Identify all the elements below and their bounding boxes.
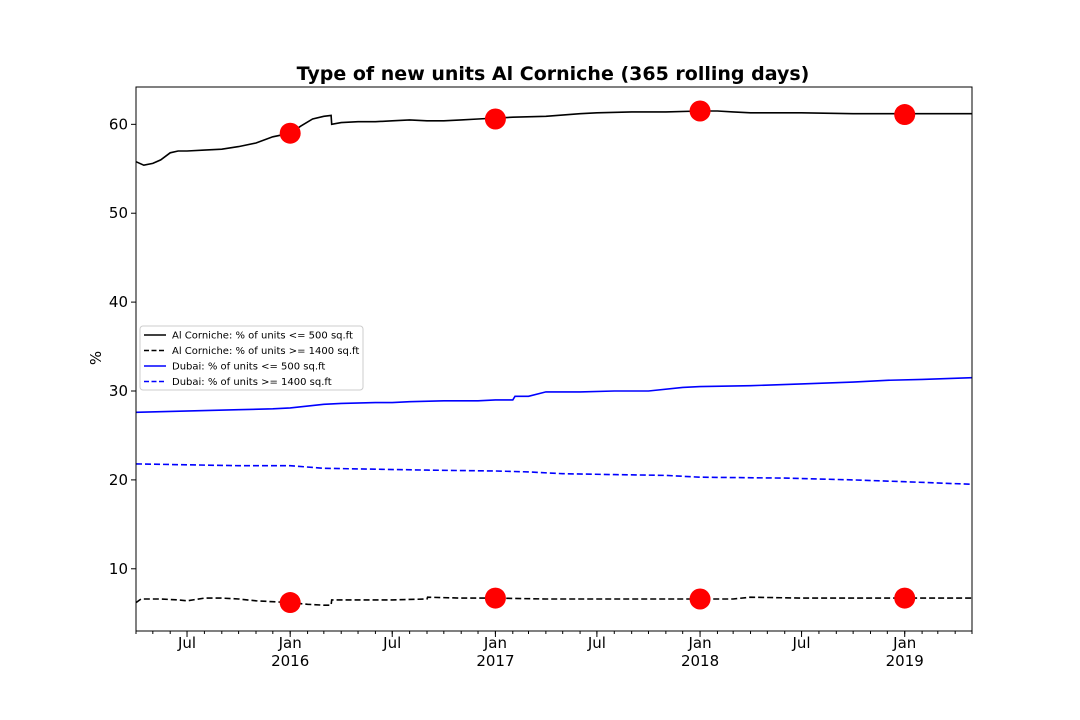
- x-tick-label: Jul: [587, 634, 606, 652]
- y-tick-label: 10: [109, 560, 128, 578]
- legend-label: Dubai: % of units <= 500 sq.ft: [172, 362, 325, 373]
- y-tick-label: 40: [109, 293, 128, 311]
- legend-label: Dubai: % of units >= 1400 sq.ft: [172, 377, 332, 388]
- y-axis: 10 20 30 40 50 60: [109, 115, 136, 578]
- series-line-4: [135, 463, 973, 486]
- legend-box: [139, 325, 364, 391]
- highlight-marker: [894, 104, 916, 126]
- chart-title: Type of new units Al Corniche (365 rolli…: [297, 63, 810, 85]
- series-line-1: [135, 110, 972, 167]
- y-tick-label: 20: [109, 471, 128, 489]
- highlight-marker: [279, 592, 301, 614]
- highlight-marker: [484, 587, 506, 609]
- series-line-3: [135, 376, 973, 414]
- legend-label: Al Corniche: % of units <= 500 sq.ft: [172, 331, 353, 342]
- highlight-markers: [279, 100, 916, 614]
- x-tick-year-label: 2016: [271, 652, 309, 670]
- series-line-2: [135, 596, 972, 607]
- y-axis-label: %: [87, 351, 105, 365]
- highlight-marker: [689, 100, 711, 122]
- y-tick-label: 60: [109, 115, 128, 133]
- y-tick-label: 50: [109, 204, 128, 222]
- x-tick-label: Jul: [382, 634, 401, 652]
- highlight-marker: [894, 587, 916, 609]
- y-tick-label: 30: [109, 382, 128, 400]
- x-tick-label: Jan: [687, 634, 711, 652]
- x-tick-label: Jan: [892, 634, 916, 652]
- x-tick-label: Jan: [483, 634, 507, 652]
- plot-frame: [135, 86, 973, 632]
- x-tick-year-label: 2019: [886, 652, 924, 670]
- x-tick-label: Jul: [791, 634, 810, 652]
- legend-label: Al Corniche: % of units >= 1400 sq.ft: [172, 346, 359, 357]
- x-tick-year-label: 2017: [476, 652, 514, 670]
- highlight-marker: [484, 108, 506, 130]
- x-tick-year-label: 2018: [681, 652, 719, 670]
- legend: Al Corniche: % of units <= 500 sq.ft Al C…: [139, 325, 364, 391]
- x-tick-label: Jan: [278, 634, 302, 652]
- highlight-marker: [279, 122, 301, 144]
- highlight-marker: [689, 588, 711, 610]
- x-tick-label: Jul: [177, 634, 196, 652]
